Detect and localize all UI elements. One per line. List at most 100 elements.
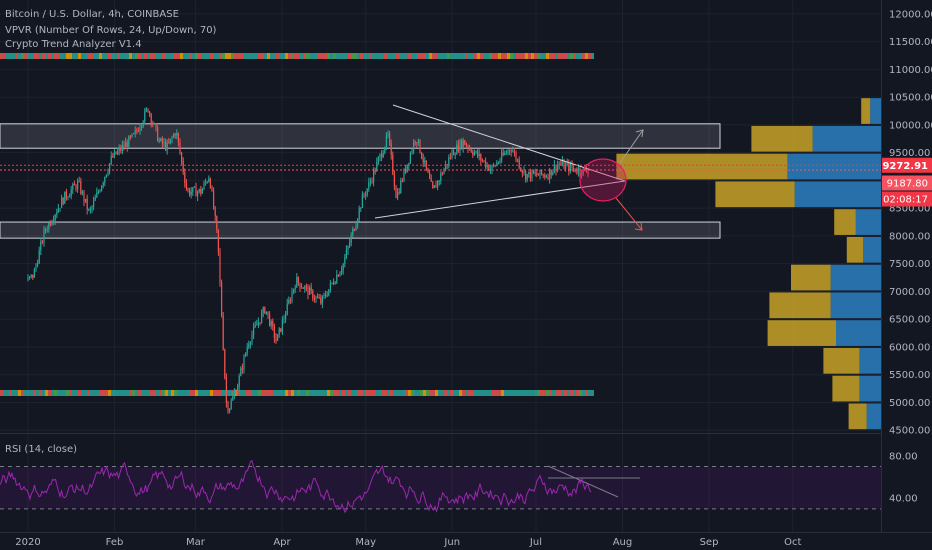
trend-segment (531, 53, 534, 59)
time-axis[interactable]: 2020 Feb Mar Apr May Jun Jul Aug Sep Oct (0, 532, 932, 549)
candle-body (272, 321, 274, 327)
candle-body (301, 287, 303, 289)
candle-body (577, 168, 579, 173)
trend-segment (231, 53, 234, 59)
candle-body (241, 368, 243, 370)
trend-segment (267, 390, 270, 396)
candle-body (312, 290, 314, 299)
drawing-tools-layer[interactable] (374, 104, 644, 231)
trend-segment (405, 390, 408, 396)
price-axis[interactable]: 12000.00 11500.00 11000.00 10500.00 10000.00… (881, 0, 932, 532)
candle-body (485, 160, 487, 168)
rsi-legend-label[interactable]: RSI (14, close) (5, 444, 77, 455)
price-tick-label: 11500.00 (889, 37, 932, 48)
trend-segment (579, 53, 582, 59)
price-pane[interactable] (0, 0, 881, 532)
trend-segment (387, 53, 390, 59)
trend-segment (348, 53, 351, 59)
trend-segment (561, 390, 564, 396)
trend-segment (336, 390, 339, 396)
triangle-upper-line[interactable] (392, 104, 626, 182)
trend-segment (81, 53, 84, 59)
triangle-lower-line[interactable] (374, 180, 626, 219)
trend-segment (444, 390, 447, 396)
candle-body (549, 169, 551, 179)
trend-segment (330, 390, 333, 396)
trend-segment (480, 390, 483, 396)
rsi-pane[interactable] (0, 459, 881, 514)
candle-body (230, 400, 232, 409)
vpvr-down-bar (791, 264, 831, 291)
candle-body (437, 180, 439, 188)
trend-segment (90, 390, 93, 396)
candle-body (117, 151, 119, 155)
candle-body (363, 194, 365, 196)
candle-body (296, 277, 298, 288)
candle-body (307, 286, 309, 295)
trend-segment (366, 390, 369, 396)
trend-segment (546, 390, 549, 396)
trend-segment (537, 53, 540, 59)
trend-segment (558, 53, 561, 59)
trend-segment (141, 390, 144, 396)
resistance-zone[interactable] (0, 123, 721, 149)
indicator-vpvr-label[interactable]: VPVR (Number Of Rows, 24, Up/Down, 70) (5, 25, 217, 36)
vpvr-down-bar (846, 236, 863, 263)
trend-segment (393, 390, 396, 396)
candle-body (198, 188, 200, 192)
candle-body (240, 368, 242, 376)
trend-segment (321, 53, 324, 59)
trend-segment (273, 53, 276, 59)
trend-segment (252, 53, 255, 59)
indicator-trend-analyzer-label[interactable]: Crypto Trend Analyzer V1.4 (5, 39, 142, 50)
bearish-arrow[interactable] (615, 197, 643, 231)
candle-body (131, 133, 133, 137)
candle-body (288, 300, 290, 304)
trend-segment (144, 53, 147, 59)
candle-body (440, 173, 442, 181)
breakout-circle[interactable] (579, 158, 627, 202)
candle-body (456, 144, 458, 155)
trend-segment (573, 390, 576, 396)
price-tick-label: 11000.00 (889, 65, 932, 76)
candle-body (77, 181, 79, 190)
candle-body (389, 133, 391, 144)
trend-segment (471, 390, 474, 396)
trend-segment (90, 53, 93, 59)
trend-segment (477, 53, 480, 59)
price-tick-label: 6500.00 (889, 315, 930, 326)
candle-body (275, 337, 277, 341)
bullish-arrow[interactable] (619, 129, 644, 164)
trend-segment (489, 390, 492, 396)
trend-segment (585, 390, 588, 396)
trend-segment (0, 390, 3, 396)
candle-body (69, 195, 71, 198)
candle-body (472, 152, 474, 155)
trend-segment (72, 53, 75, 59)
trend-segment (33, 53, 36, 59)
candle-body (518, 159, 520, 168)
trend-segment (264, 390, 267, 396)
trend-segment (111, 390, 114, 396)
trend-segment (39, 390, 42, 396)
candle-body (331, 282, 333, 284)
candle-body (457, 144, 459, 152)
candle-body (104, 177, 106, 183)
trend-segment (21, 53, 24, 59)
candle-body (75, 185, 77, 190)
symbol-title[interactable]: Bitcoin / U.S. Dollar, 4h, COINBASE (5, 9, 179, 20)
trend-segment (75, 390, 78, 396)
trend-segment (510, 53, 513, 59)
trend-segment (33, 390, 36, 396)
candle-body (585, 167, 587, 172)
candle-body (97, 191, 99, 193)
candle-body (344, 257, 346, 264)
support-zone[interactable] (0, 221, 721, 239)
candle-body (499, 160, 501, 163)
trend-segment (459, 53, 462, 59)
candle-body (273, 326, 275, 338)
trend-segment (30, 390, 33, 396)
candle-body (101, 185, 103, 191)
trend-segment (354, 53, 357, 59)
